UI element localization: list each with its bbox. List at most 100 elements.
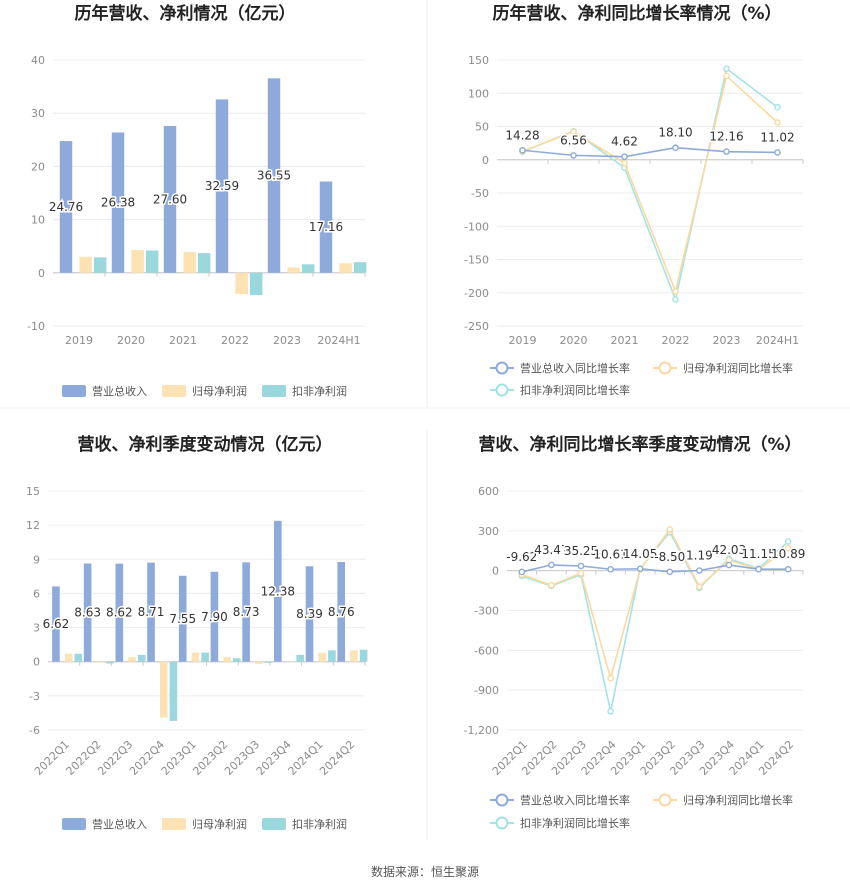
data-point xyxy=(607,674,614,682)
data-label: 14.05 xyxy=(623,547,657,561)
data-point xyxy=(666,526,674,533)
bar-deducted-profit xyxy=(359,649,368,662)
legend-label: 扣非净利润同比增长率 xyxy=(520,383,630,397)
y-tick-label: 20 xyxy=(31,160,45,173)
bar-deducted-profit xyxy=(296,654,305,662)
x-tick-label: 2023 xyxy=(713,334,741,347)
legend-label: 营业总收入同比增长率 xyxy=(520,361,630,375)
source-note: 数据来源：恒生聚源 xyxy=(371,864,479,879)
y-tick-label: 12 xyxy=(26,519,40,532)
bar-revenue xyxy=(163,125,177,273)
x-tick-label: 2019 xyxy=(509,334,537,347)
data-label: 12.38 xyxy=(261,584,295,598)
x-tick-label: 2022 xyxy=(221,334,249,347)
y-tick-label: -3 xyxy=(29,690,40,703)
data-label: 8.71 xyxy=(138,605,165,619)
data-label: 24.76 xyxy=(49,200,83,214)
bar-revenue xyxy=(215,99,229,273)
y-tick-label: -10 xyxy=(27,320,45,333)
x-tick-label: 2021 xyxy=(611,334,639,347)
legend-marker xyxy=(495,793,509,807)
series-line xyxy=(522,74,779,295)
y-tick-label: 600 xyxy=(478,485,499,498)
data-point xyxy=(519,146,526,154)
data-point xyxy=(607,565,614,573)
y-tick-label: -50 xyxy=(471,187,489,200)
data-point xyxy=(723,65,730,72)
bar-net-profit xyxy=(255,661,263,664)
bar-revenue xyxy=(115,563,124,662)
x-tick-label: 2019 xyxy=(65,334,93,347)
series-line xyxy=(521,528,789,682)
legend-swatch xyxy=(62,385,86,397)
data-point xyxy=(636,565,644,573)
bar-revenue xyxy=(59,141,73,273)
data-label: 42.03 xyxy=(712,543,746,557)
y-tick-label: 15 xyxy=(26,485,40,498)
data-point xyxy=(784,565,792,573)
bar-deducted-profit xyxy=(233,658,241,662)
data-label: 35.25 xyxy=(564,544,598,558)
bar-net-profit xyxy=(286,661,295,663)
bar-net-profit xyxy=(223,657,232,662)
legend-label: 归母净利润 xyxy=(192,817,247,831)
legend-label: 归母净利润 xyxy=(192,384,247,398)
data-label: 6.56 xyxy=(560,133,587,147)
data-label: 18.10 xyxy=(658,126,692,140)
data-point xyxy=(723,72,730,80)
data-label: 7.55 xyxy=(169,612,196,626)
legend-swatch xyxy=(62,818,86,830)
bar-net-profit xyxy=(96,661,105,663)
data-label: 4.62 xyxy=(611,135,638,149)
y-tick-label: 0 xyxy=(482,154,489,167)
legend-label: 扣非净利润 xyxy=(292,817,347,831)
bar-revenue xyxy=(178,575,187,662)
data-point xyxy=(672,296,679,303)
bar-net-profit xyxy=(350,650,358,662)
data-point xyxy=(548,581,555,589)
data-point xyxy=(570,152,577,159)
bar-net-profit xyxy=(191,652,200,662)
data-point xyxy=(696,583,703,590)
legend-swatch xyxy=(262,818,286,830)
legend-marker xyxy=(658,361,672,375)
y-tick-label: 50 xyxy=(475,121,489,134)
data-label: 1.19 xyxy=(686,549,713,563)
data-point xyxy=(621,159,628,167)
data-label: 26.38 xyxy=(101,196,135,210)
bar-deducted-profit xyxy=(197,253,211,273)
y-tick-label: -300 xyxy=(474,605,499,618)
x-tick-label: 2020 xyxy=(117,334,145,347)
data-label: 11.15 xyxy=(741,547,775,561)
data-point xyxy=(774,103,781,111)
legend-label: 扣非净利润同比增长率 xyxy=(520,816,630,830)
bar-net-profit xyxy=(183,252,196,273)
data-label: 32.59 xyxy=(205,179,239,193)
y-tick-label: 3 xyxy=(33,622,40,635)
x-tick-label: 2024H1 xyxy=(756,334,799,347)
legend-label: 扣非净利润 xyxy=(292,384,347,398)
y-tick-label: 9 xyxy=(33,553,40,566)
bar-deducted-profit xyxy=(137,654,146,662)
y-tick-label: 0 xyxy=(33,656,40,669)
chart-title: 历年营收、净利情况（亿元） xyxy=(75,3,296,24)
data-label: 8.76 xyxy=(328,605,355,619)
bar-deducted-profit xyxy=(249,272,263,296)
data-label: 7.90 xyxy=(201,610,228,624)
chart-title: 营收、净利同比增长率季度变动情况（%） xyxy=(478,434,801,455)
data-point xyxy=(723,148,730,155)
legend-swatch xyxy=(162,385,186,397)
bar-revenue xyxy=(111,132,125,273)
y-tick-label: -900 xyxy=(474,684,499,697)
data-point xyxy=(774,119,781,126)
bar-net-profit xyxy=(287,267,300,273)
bar-deducted-profit xyxy=(301,264,315,273)
data-point xyxy=(570,128,577,136)
data-point xyxy=(672,144,679,152)
data-point xyxy=(548,561,555,569)
y-tick-label: 300 xyxy=(478,525,499,538)
chart-title: 历年营收、净利同比增长率情况（%） xyxy=(492,3,781,24)
y-tick-label: 40 xyxy=(31,54,45,67)
data-label: 36.55 xyxy=(257,169,291,183)
legend-label: 营业总收入 xyxy=(92,817,147,831)
